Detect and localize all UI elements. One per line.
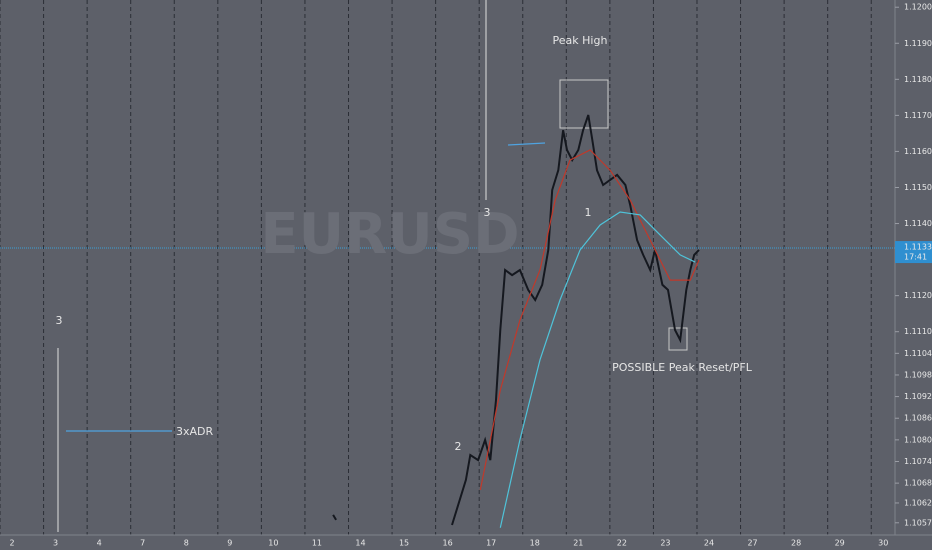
annotation: 3 [56, 314, 63, 327]
y-tick-label: 1.11500 [904, 183, 932, 192]
annotation: 2 [455, 440, 462, 453]
x-tick-label: 22 [617, 539, 627, 548]
x-tick-label: 17 [486, 539, 496, 548]
x-tick-label: 9 [227, 539, 232, 548]
y-tick-label: 1.10570 [904, 518, 932, 527]
y-tick-label: 1.10980 [904, 370, 932, 379]
y-tick-label: 1.11400 [904, 219, 932, 228]
watermark: EURUSD [260, 202, 519, 267]
x-tick-label: 28 [791, 539, 801, 548]
price-tag-label: 1.11332 [904, 243, 932, 252]
annotation: Peak High [553, 34, 608, 47]
grid [0, 0, 895, 535]
y-tick-label: 1.11600 [904, 147, 932, 156]
y-tick-label: 1.10680 [904, 479, 932, 488]
y-tick-label: 1.10800 [904, 435, 932, 444]
axes: 1.12000 1.11900 1.11800 1.11700 1.11600 1.115… [9, 3, 932, 548]
y-tick-label: 1.10625 [904, 498, 932, 507]
x-tick-label: 3 [53, 539, 58, 548]
drawing-box [668, 327, 688, 351]
x-tick-label: 30 [878, 539, 888, 548]
y-tick-label: 1.10920 [904, 392, 932, 401]
x-tick-label: 18 [530, 539, 540, 548]
price-axis [895, 0, 932, 550]
y-tick-label: 1.11200 [904, 291, 932, 300]
y-tick-label: 1.10740 [904, 457, 932, 466]
x-tick-label: 8 [184, 539, 189, 548]
x-tick-label: 2 [9, 539, 14, 548]
x-tick-label: 14 [355, 539, 365, 548]
x-tick-label: 23 [660, 539, 670, 548]
x-tick-label: 4 [97, 539, 102, 548]
x-tick-label: 21 [573, 539, 583, 548]
y-tick-label: 1.11700 [904, 111, 932, 120]
y-tick-label: 1.11900 [904, 39, 932, 48]
x-tick-label: 24 [704, 539, 714, 548]
plot [332, 114, 700, 528]
annotation: 3 [484, 206, 491, 219]
y-tick-label: 1.12000 [904, 3, 932, 12]
annotation: 3xADR [176, 425, 214, 438]
series-line [451, 114, 700, 526]
y-tick-label: 1.11040 [904, 349, 932, 358]
x-tick-label: 15 [399, 539, 409, 548]
x-tick-label: 10 [268, 539, 278, 548]
price-tag [895, 241, 932, 264]
series-line [332, 514, 337, 521]
annotation: POSSIBLE Peak Reset/PFL [612, 361, 753, 374]
countdown: 17:41 [904, 253, 927, 262]
x-tick-label: 16 [443, 539, 453, 548]
y-tick-label: 1.11100 [904, 327, 932, 336]
annotation: 1 [585, 206, 592, 219]
series-line [499, 211, 696, 528]
x-tick-label: 29 [835, 539, 845, 548]
series-line [479, 149, 700, 491]
x-tick-label: 11 [312, 539, 322, 548]
y-tick-label: 1.11800 [904, 75, 932, 84]
drawing-line [507, 142, 546, 146]
x-tick-label: 7 [140, 539, 145, 548]
y-tick-label: 1.10860 [904, 414, 932, 423]
x-tick-label: 27 [747, 539, 757, 548]
